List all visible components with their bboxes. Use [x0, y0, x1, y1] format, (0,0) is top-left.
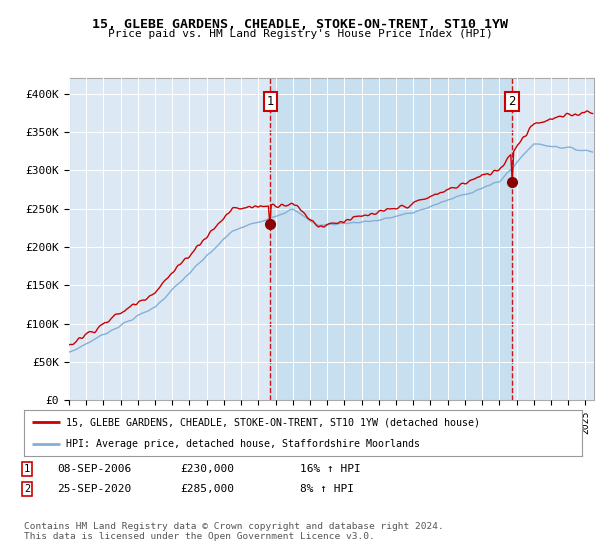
Text: £230,000: £230,000: [180, 464, 234, 474]
Text: 2: 2: [24, 484, 30, 494]
Text: 16% ↑ HPI: 16% ↑ HPI: [300, 464, 361, 474]
Text: 2: 2: [508, 95, 515, 108]
Text: 15, GLEBE GARDENS, CHEADLE, STOKE-ON-TRENT, ST10 1YW: 15, GLEBE GARDENS, CHEADLE, STOKE-ON-TRE…: [92, 18, 508, 31]
Text: 25-SEP-2020: 25-SEP-2020: [57, 484, 131, 494]
Text: Price paid vs. HM Land Registry's House Price Index (HPI): Price paid vs. HM Land Registry's House …: [107, 29, 493, 39]
Text: £285,000: £285,000: [180, 484, 234, 494]
Text: 8% ↑ HPI: 8% ↑ HPI: [300, 484, 354, 494]
Bar: [270, 78, 512, 400]
Text: 15, GLEBE GARDENS, CHEADLE, STOKE-ON-TRENT, ST10 1YW (detached house): 15, GLEBE GARDENS, CHEADLE, STOKE-ON-TRE…: [66, 417, 480, 427]
Text: 1: 1: [266, 95, 274, 108]
Text: 1: 1: [24, 464, 30, 474]
Text: HPI: Average price, detached house, Staffordshire Moorlands: HPI: Average price, detached house, Staf…: [66, 440, 420, 450]
Text: Contains HM Land Registry data © Crown copyright and database right 2024.
This d: Contains HM Land Registry data © Crown c…: [24, 522, 444, 542]
Text: 08-SEP-2006: 08-SEP-2006: [57, 464, 131, 474]
